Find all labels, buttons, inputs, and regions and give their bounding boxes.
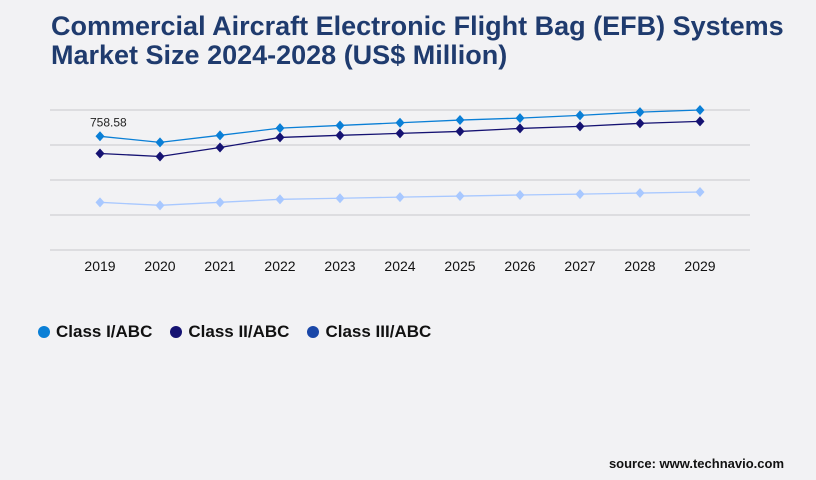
data-point: [695, 116, 705, 127]
data-point: [455, 115, 465, 126]
data-point: [455, 126, 465, 137]
data-point: [215, 142, 225, 153]
x-tick-label: 2022: [264, 258, 295, 274]
x-tick-label: 2025: [444, 258, 475, 274]
legend: Class I/ABC Class II/ABC Class III/ABC: [38, 322, 431, 342]
data-point: [95, 148, 105, 159]
data-point: [635, 188, 645, 199]
x-tick-label: 2029: [684, 258, 715, 274]
data-point: [95, 131, 105, 142]
x-tick-label: 2027: [564, 258, 595, 274]
legend-label: Class II/ABC: [188, 322, 290, 341]
x-tick-label: 2020: [144, 258, 175, 274]
legend-label: Class III/ABC: [325, 322, 432, 341]
x-tick-label: 2023: [324, 258, 355, 274]
data-point: [155, 200, 165, 211]
line-chart: 2019 2020 2021 2022 2023 2024 2025 2026 2027 2028…: [50, 105, 750, 274]
data-point: [155, 151, 165, 162]
legend-item: Class II/ABC: [170, 322, 289, 342]
legend-label: Class I/ABC: [56, 322, 153, 341]
legend-marker-icon: [307, 326, 320, 338]
data-point: [575, 121, 585, 132]
data-point: [515, 113, 525, 124]
x-tick-label: 2028: [624, 258, 655, 274]
data-point: [695, 105, 705, 115]
data-point: [575, 189, 585, 200]
data-point: [215, 197, 225, 208]
data-point: [635, 118, 645, 129]
data-point: [635, 107, 645, 118]
legend-marker-icon: [38, 326, 50, 338]
data-point: [395, 117, 405, 128]
data-label: 758.58: [90, 115, 127, 129]
legend-marker-icon: [170, 326, 183, 338]
data-point: [95, 197, 105, 208]
data-point: [455, 191, 465, 202]
x-tick-label: 2021: [204, 258, 235, 274]
data-point: [335, 130, 345, 141]
chart-title: Commercial Aircraft Electronic Flight Ba…: [51, 11, 784, 70]
data-point: [695, 186, 705, 197]
data-point: [335, 120, 345, 131]
data-point: [395, 128, 405, 139]
legend-item: Class I/ABC: [38, 322, 152, 342]
data-point: [575, 110, 585, 121]
source-text: source: www.technavio.com: [608, 456, 784, 471]
data-point: [155, 137, 165, 148]
data-point: [395, 192, 405, 203]
x-tick-label: 2019: [84, 258, 115, 274]
x-tick-label: 2024: [384, 258, 415, 274]
data-point: [275, 123, 285, 134]
data-point: [515, 189, 525, 200]
data-point: [515, 123, 525, 134]
data-point: [275, 194, 285, 205]
data-point: [215, 130, 225, 141]
data-point: [335, 193, 345, 204]
data-point: [275, 132, 285, 143]
x-tick-label: 2026: [504, 258, 535, 274]
legend-item: Class III/ABC: [307, 322, 431, 342]
